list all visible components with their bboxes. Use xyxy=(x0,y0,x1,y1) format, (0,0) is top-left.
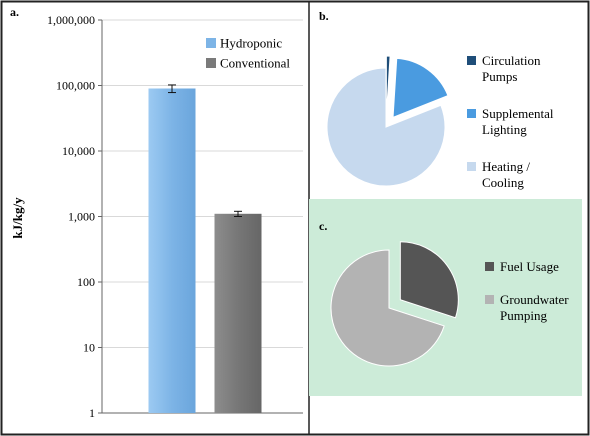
axes xyxy=(101,20,303,414)
panel-a-label: a. xyxy=(10,5,19,19)
error-bars xyxy=(168,84,242,217)
panel-a-bar-chart: a. kJ/kg/y 1 10 100 1,000 10,000 100,000 1,000… xyxy=(10,5,303,420)
y-tick-label: 10,000 xyxy=(62,144,95,158)
y-axis-label: kJ/kg/y xyxy=(10,197,25,239)
legend-label-heating-cooling: Heating / xyxy=(482,159,530,174)
pie-slice-supplemental-lighting xyxy=(392,57,449,119)
pie-slice-groundwater-pumping xyxy=(330,249,445,367)
bar-hydroponic xyxy=(148,88,196,413)
pie-slice-heating-cooling xyxy=(326,67,446,187)
pie-slice-fuel-usage xyxy=(399,241,459,319)
legend: Hydroponic Conventional xyxy=(206,36,290,71)
legend-swatch-supplemental-lighting xyxy=(467,109,476,118)
y-grid xyxy=(98,19,303,414)
legend-label-circulation-pumps: Pumps xyxy=(482,69,517,84)
pie-slices xyxy=(330,241,459,367)
legend-label-heating-cooling: Cooling xyxy=(482,175,524,190)
panel-c-label: c. xyxy=(319,219,327,233)
y-tick-label: 1,000,000 xyxy=(47,13,95,27)
legend-swatch-groundwater-pumping xyxy=(485,295,494,304)
bars xyxy=(148,88,262,413)
panel-b-label: b. xyxy=(319,9,329,23)
y-tick-labels: 1 10 100 1,000 10,000 100,000 1,000,000 xyxy=(47,13,95,420)
pie-slice-circulation-pumps xyxy=(385,55,391,116)
y-tick-label: 1 xyxy=(89,406,95,420)
y-tick-label: 100,000 xyxy=(56,79,95,93)
legend-label-conventional: Conventional xyxy=(220,56,290,71)
legend-swatch-fuel-usage xyxy=(485,262,494,271)
legend-label-groundwater-pumping: Groundwater xyxy=(500,292,569,307)
y-tick-label: 1,000 xyxy=(68,210,95,224)
legend-label-hydroponic: Hydroponic xyxy=(220,36,282,51)
legend-label-fuel-usage: Fuel Usage xyxy=(500,259,559,274)
legend-label-circulation-pumps: Circulation xyxy=(482,53,541,68)
legend-swatch-conventional xyxy=(206,58,216,68)
y-tick-label: 100 xyxy=(77,275,95,289)
legend-label-groundwater-pumping: Pumping xyxy=(500,308,547,323)
y-tick-label: 10 xyxy=(83,341,95,355)
legend-label-supplemental-lighting: Lighting xyxy=(482,122,527,137)
legend-swatch-hydroponic xyxy=(206,38,216,48)
legend-label-supplemental-lighting: Supplemental xyxy=(482,106,554,121)
legend-swatch-circulation-pumps xyxy=(467,56,476,65)
bar-conventional xyxy=(214,213,262,413)
legend-swatch-heating-cooling xyxy=(467,162,476,171)
pie-slices xyxy=(326,55,449,187)
